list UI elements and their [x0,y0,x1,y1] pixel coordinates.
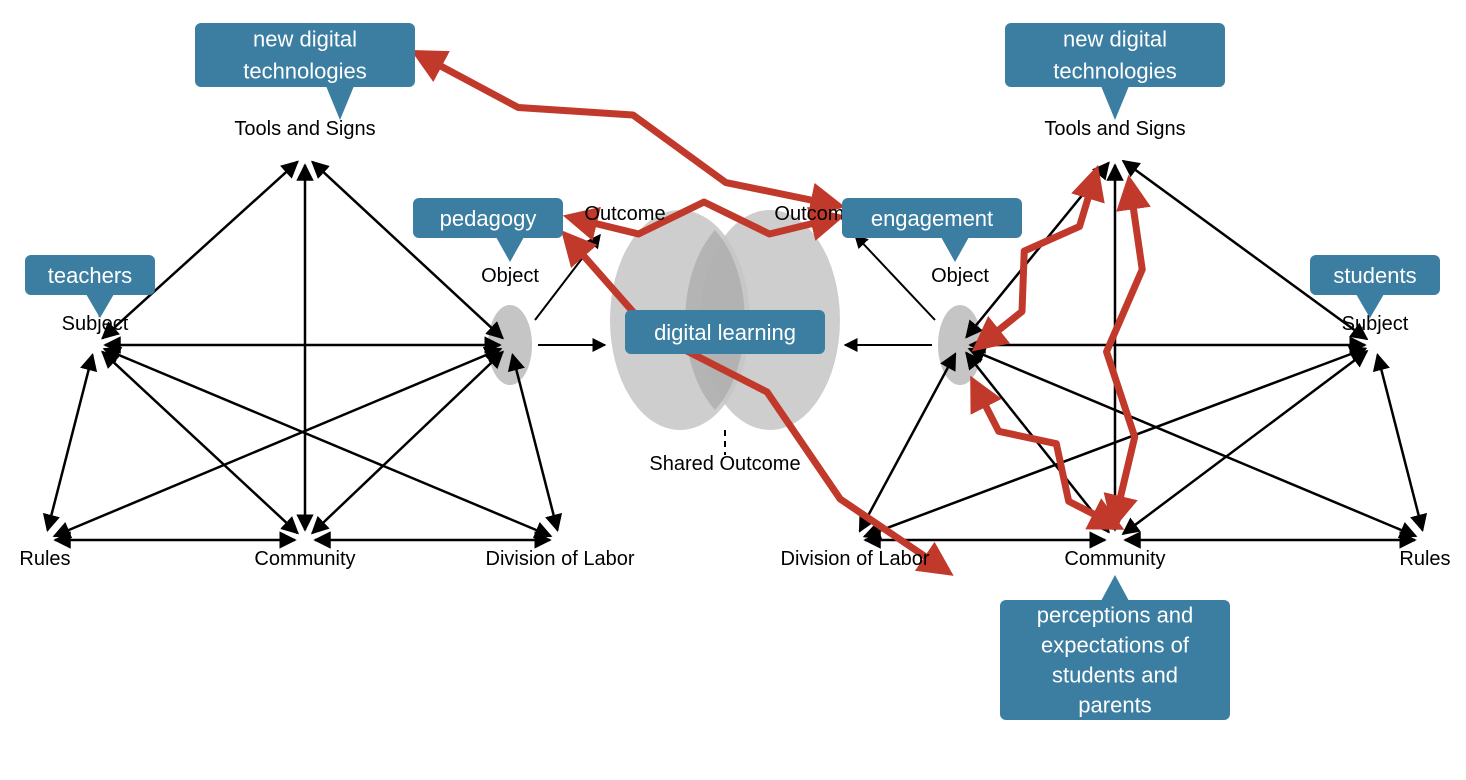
callout-perceptions-line1: expectations of [1041,632,1190,657]
left-edge-subject-dol [104,349,551,536]
right-edge-dol-object [860,354,956,531]
callout-right_tools: new digital technologies [1005,23,1225,120]
left-object-to-outcome [535,235,600,320]
callout-perceptions-line3: parents [1078,692,1151,717]
right-edge-subject-rules [1377,355,1422,531]
right-edge-tools-subject [1123,161,1367,339]
callout-students: students [1310,255,1440,318]
left-tools-label: Tools and Signs [234,118,375,140]
right-object-label: Object [931,265,989,287]
callout-left_tools-line0: new digital [253,26,357,51]
contradiction-4 [975,385,1115,525]
shared-outcome-label: Shared Outcome [649,453,800,475]
callout-engagement-line0: engagement [871,206,993,231]
right-dol-label: Division of Labor [781,548,930,570]
callout-perceptions-line2: students and [1052,662,1178,687]
callout-left_tools-line1: technologies [243,58,367,83]
right-tools-label: Tools and Signs [1044,118,1185,140]
callout-perceptions-line0: perceptions and [1037,602,1194,627]
callout-students-line0: students [1333,263,1416,288]
left-dol-label: Division of Labor [486,548,635,570]
callout-pedagogy: pedagogy [413,198,563,262]
right-rules-label: Rules [1399,548,1450,570]
callout-perceptions: perceptions and expectations of students a… [1000,575,1230,720]
right-edge-subject-community [1123,351,1367,534]
left-object-label: Object [481,265,539,287]
contradiction-0 [420,55,835,205]
left-edge-subject-rules [47,355,92,531]
left-edge-object-rules [54,349,501,536]
left-edge-tools-subject [102,162,297,339]
callout-left_tools: new digital technologies [195,23,415,120]
left-edge-dol-object [512,355,557,531]
right-community-label: Community [1064,548,1165,570]
left-community-label: Community [254,548,355,570]
contradiction-5 [1107,185,1143,520]
callout-right_tools-line1: technologies [1053,58,1177,83]
left-rules-label: Rules [19,548,70,570]
callout-digital_learning-line0: digital learning [654,320,796,345]
activity-theory-diagram: Tools and Signs Subject Rules Community Divi… [0,0,1466,780]
right-subject-label: Subject [1342,313,1409,335]
left-edge-object-community [312,352,503,533]
right-object-to-outcome [855,235,935,320]
left-edge-subject-community [102,352,297,533]
callout-engagement: engagement [842,198,1022,262]
callout-digital_learning: digital learning [625,310,825,354]
left-subject-label: Subject [62,313,129,335]
callout-right_tools-line0: new digital [1063,26,1167,51]
callout-teachers-line0: teachers [48,263,132,288]
callout-pedagogy-line0: pedagogy [440,206,537,231]
left-edge-tools-object [312,162,502,338]
left-outcome-label: Outcome [584,203,665,225]
